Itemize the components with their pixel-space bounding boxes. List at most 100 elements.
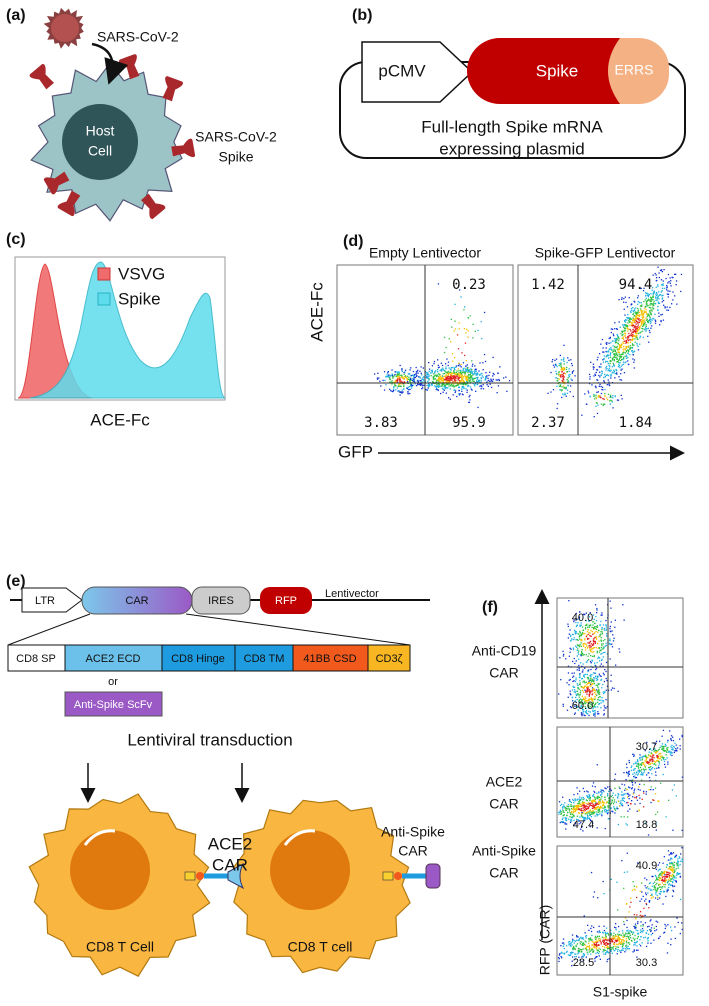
dot bbox=[598, 791, 600, 793]
dot bbox=[642, 929, 644, 932]
dot bbox=[623, 887, 625, 889]
dot bbox=[598, 792, 600, 794]
dot bbox=[594, 715, 596, 717]
dot bbox=[559, 374, 561, 376]
dot bbox=[618, 353, 620, 355]
dot bbox=[577, 804, 579, 807]
dot bbox=[670, 884, 672, 886]
dot bbox=[646, 926, 649, 928]
dot bbox=[595, 948, 598, 950]
dot bbox=[637, 297, 639, 299]
dot bbox=[582, 801, 584, 803]
dot bbox=[670, 738, 672, 740]
dot bbox=[586, 693, 588, 695]
dot bbox=[627, 773, 629, 775]
dot bbox=[620, 357, 622, 359]
dot bbox=[626, 902, 628, 905]
dot bbox=[605, 624, 607, 626]
dot bbox=[668, 751, 670, 753]
dot bbox=[641, 927, 644, 930]
dot bbox=[606, 947, 608, 949]
dot bbox=[563, 360, 565, 363]
dot bbox=[463, 371, 465, 373]
dot bbox=[588, 638, 590, 640]
dot bbox=[589, 698, 591, 700]
dot bbox=[654, 761, 656, 763]
dot bbox=[649, 322, 652, 325]
dot bbox=[480, 380, 483, 382]
dot bbox=[469, 399, 471, 401]
dot bbox=[600, 663, 602, 665]
flow-plot: 40.060.0 bbox=[556, 597, 684, 719]
dot bbox=[637, 308, 639, 310]
dot bbox=[586, 688, 588, 690]
dot bbox=[406, 375, 408, 377]
dot bbox=[399, 385, 401, 387]
dot bbox=[426, 373, 428, 375]
dot bbox=[572, 948, 574, 950]
dot bbox=[411, 384, 414, 387]
dot bbox=[446, 371, 448, 373]
dot bbox=[635, 331, 637, 333]
dot bbox=[584, 676, 586, 678]
dot bbox=[632, 338, 634, 340]
dot bbox=[631, 322, 633, 324]
dot bbox=[616, 348, 618, 350]
dot bbox=[415, 366, 417, 369]
dot bbox=[605, 628, 607, 630]
dot bbox=[611, 947, 614, 949]
dot bbox=[631, 781, 634, 784]
dot bbox=[590, 953, 592, 955]
dot bbox=[663, 870, 665, 873]
dot bbox=[609, 354, 611, 356]
dot bbox=[671, 866, 673, 868]
dot bbox=[595, 615, 597, 618]
dot bbox=[609, 370, 611, 372]
dot bbox=[505, 376, 507, 378]
dot bbox=[609, 356, 612, 358]
dot bbox=[588, 707, 590, 709]
dot bbox=[449, 380, 451, 382]
receptor-label: ACE2 bbox=[208, 834, 252, 853]
dot bbox=[598, 931, 600, 934]
dot bbox=[597, 677, 599, 679]
dot bbox=[622, 333, 624, 335]
dot bbox=[586, 630, 589, 633]
dot bbox=[604, 946, 606, 949]
dot bbox=[572, 805, 574, 807]
dot bbox=[587, 676, 589, 679]
dot bbox=[668, 872, 670, 874]
dot bbox=[592, 706, 594, 708]
dot bbox=[633, 949, 635, 951]
dot bbox=[621, 298, 623, 300]
dot bbox=[662, 319, 665, 321]
dot bbox=[410, 384, 412, 386]
dot bbox=[454, 381, 456, 383]
dot bbox=[572, 676, 574, 678]
dot bbox=[596, 369, 598, 371]
dot bbox=[478, 370, 480, 372]
dot bbox=[598, 673, 600, 675]
dot bbox=[633, 772, 635, 774]
dot bbox=[563, 372, 565, 374]
dot bbox=[619, 651, 621, 653]
dot bbox=[376, 377, 379, 379]
dot bbox=[594, 957, 596, 960]
dot bbox=[461, 371, 463, 373]
dot bbox=[559, 354, 561, 357]
dot bbox=[620, 333, 622, 335]
dot bbox=[643, 783, 645, 786]
dot bbox=[600, 806, 603, 809]
dot bbox=[453, 375, 456, 377]
dot bbox=[592, 647, 595, 649]
dot bbox=[666, 306, 668, 308]
dot bbox=[410, 385, 413, 387]
dot bbox=[596, 412, 599, 415]
dot bbox=[451, 326, 453, 328]
dot bbox=[627, 330, 629, 332]
dot bbox=[576, 804, 578, 807]
dot bbox=[658, 298, 660, 300]
dot bbox=[561, 396, 563, 399]
dot bbox=[640, 763, 642, 765]
dot bbox=[644, 766, 647, 768]
